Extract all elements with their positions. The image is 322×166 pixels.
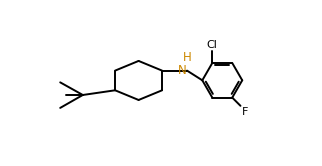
- Text: H: H: [183, 51, 191, 64]
- Text: N: N: [178, 64, 187, 77]
- Text: F: F: [242, 107, 248, 117]
- Text: Cl: Cl: [207, 40, 218, 49]
